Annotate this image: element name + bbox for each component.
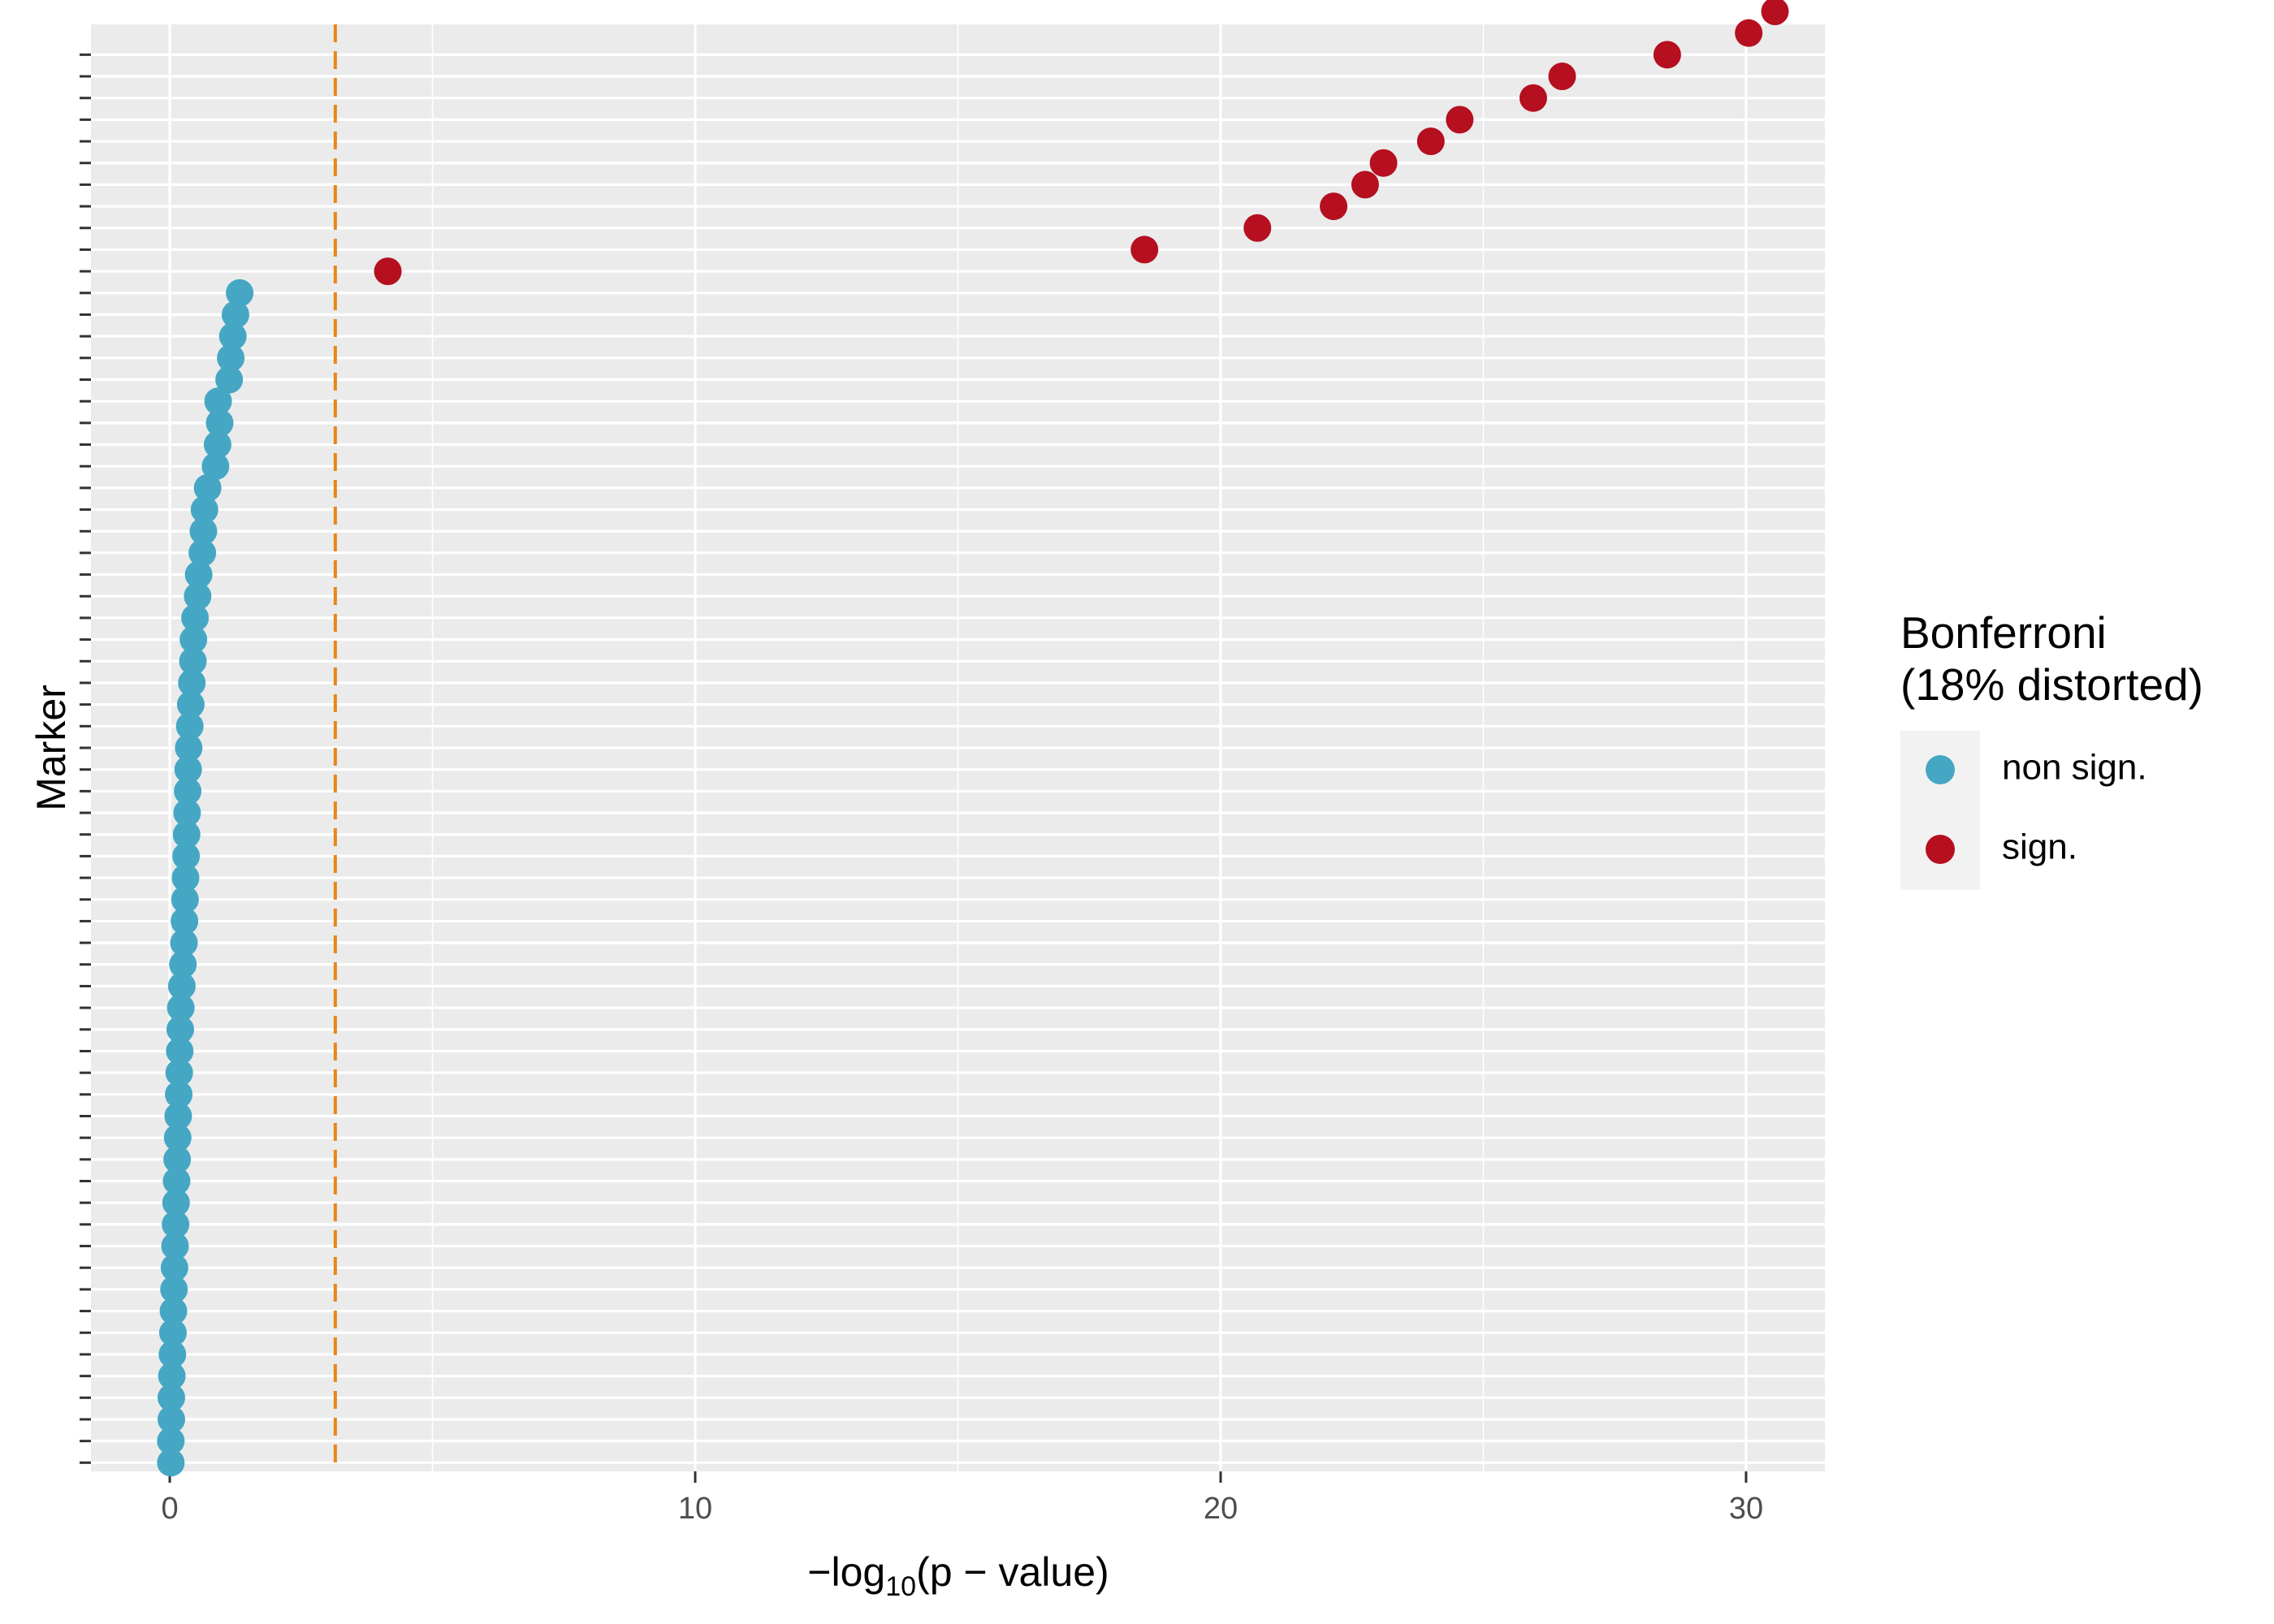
legend-key-non-sign [1926,755,1955,784]
point-non-sign [204,387,232,416]
point-non-sign [158,1340,187,1368]
point-non-sign [162,1189,190,1217]
point-non-sign [166,994,195,1022]
point-non-sign [184,560,213,589]
legend: Bonferroni (18% distorted) non sign. sig… [1900,607,2203,890]
x-tick-label: 10 [678,1492,712,1526]
point-non-sign [176,690,205,719]
x-axis-title-prefix: −log [807,1549,885,1595]
point-sign [1351,171,1379,199]
point-non-sign [174,777,202,806]
legend-key-sign [1926,835,1955,864]
point-non-sign [157,1384,185,1412]
point-non-sign [157,1405,185,1433]
point-non-sign [172,842,201,870]
point-non-sign [165,1080,193,1108]
point-non-sign [181,603,210,632]
point-non-sign [158,1319,187,1347]
point-non-sign [203,430,231,459]
point-non-sign [166,1015,194,1043]
x-tick-label: 30 [1729,1492,1763,1526]
legend-label-sign: sign. [2002,827,2077,867]
point-sign [1243,214,1272,242]
point-non-sign [162,1167,191,1195]
legend-key-background [1900,731,1980,890]
point-non-sign [172,820,201,849]
point-sign [1416,127,1445,156]
point-non-sign [175,734,203,762]
point-non-sign [163,1145,192,1173]
x-axis-title-rest: (p − value) [916,1549,1109,1595]
point-non-sign [193,473,222,502]
point-non-sign [174,755,202,784]
point-non-sign [173,799,201,827]
point-sign [1761,0,1789,25]
point-sign [1446,106,1474,134]
point-non-sign [179,647,207,676]
point-non-sign [167,972,196,1000]
point-non-sign [158,1362,186,1390]
point-sign [1653,41,1681,69]
point-non-sign [159,1297,188,1325]
y-axis-title: Marker [28,685,74,811]
point-non-sign [226,279,254,307]
point-non-sign [189,517,218,546]
point-sign [1548,63,1576,91]
point-sign [1735,19,1763,47]
point-non-sign [169,950,197,978]
point-sign [1320,192,1348,221]
point-non-sign [190,495,218,524]
point-non-sign [179,625,208,654]
point-non-sign [205,408,234,437]
point-non-sign [165,1059,193,1087]
point-non-sign [217,343,245,372]
legend-title-line-2: (18% distorted) [1900,659,2203,710]
point-non-sign [157,1449,185,1477]
point-non-sign [171,864,200,892]
legend-title-line-1: Bonferroni [1900,607,2107,658]
x-tick-label: 0 [161,1492,178,1526]
point-non-sign [161,1232,189,1260]
point-non-sign [171,885,199,914]
point-non-sign [160,1275,188,1303]
point-non-sign [160,1254,188,1282]
axis-ticks: 0 10 20 30 [80,53,1763,1526]
point-non-sign [218,322,247,351]
x-axis-title: −log10(p − value) [807,1549,1109,1602]
point-non-sign [178,668,206,697]
point-non-sign [166,1037,194,1065]
point-non-sign [163,1124,192,1152]
point-sign [374,257,402,286]
x-axis-title-subscript: 10 [885,1571,916,1602]
x-tick-label: 20 [1204,1492,1238,1526]
point-non-sign [164,1102,192,1130]
legend-label-non-sign: non sign. [2002,748,2147,788]
data-points [157,0,1789,1477]
point-non-sign [221,300,249,329]
point-non-sign [188,538,217,567]
point-non-sign [171,907,199,935]
point-sign [1369,149,1398,177]
point-non-sign [157,1427,185,1455]
grid-lines [91,24,1825,1471]
point-non-sign [170,929,198,957]
point-non-sign [184,582,212,611]
point-sign [1131,235,1159,264]
point-sign [1519,84,1547,112]
point-non-sign [215,365,244,394]
point-non-sign [201,452,230,481]
point-non-sign [162,1210,190,1238]
point-non-sign [175,712,204,741]
